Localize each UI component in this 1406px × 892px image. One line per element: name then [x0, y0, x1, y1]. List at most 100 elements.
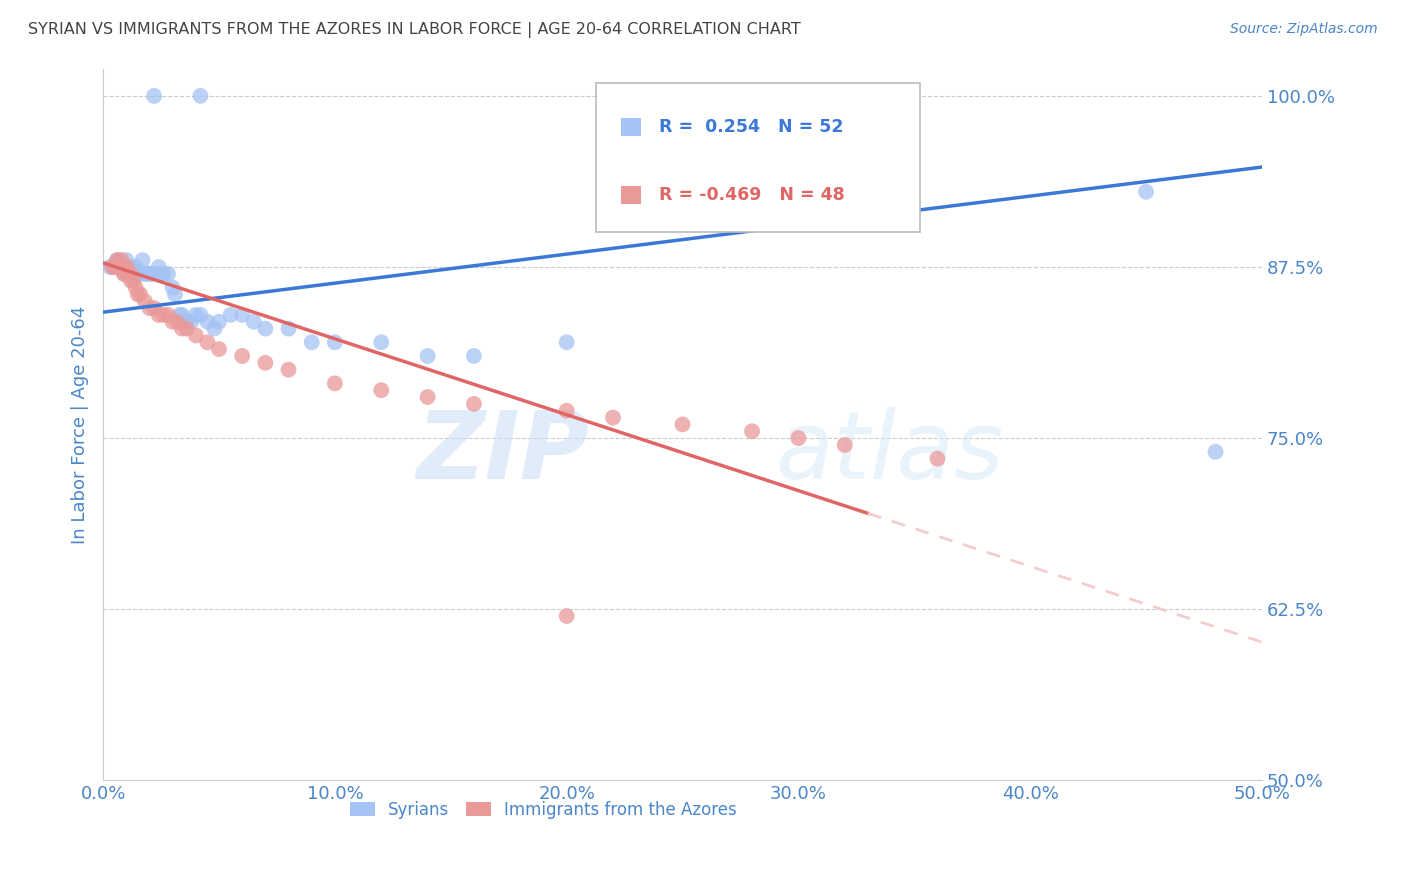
- Point: [1205, 444, 1227, 458]
- Point: [127, 267, 149, 281]
- Point: [134, 267, 156, 281]
- Point: [927, 451, 949, 466]
- Point: [323, 376, 346, 391]
- Point: [170, 308, 193, 322]
- Point: [152, 267, 174, 281]
- Point: [787, 431, 810, 445]
- Point: [115, 260, 138, 274]
- Point: [150, 267, 173, 281]
- Point: [834, 438, 856, 452]
- Point: [370, 383, 392, 397]
- Point: [111, 260, 134, 274]
- Point: [108, 253, 131, 268]
- Point: [143, 89, 166, 103]
- Point: [138, 301, 160, 315]
- Point: [157, 267, 180, 281]
- Point: [111, 253, 134, 268]
- Point: [555, 403, 578, 417]
- Point: [148, 308, 170, 322]
- Point: [254, 356, 277, 370]
- Point: [323, 335, 346, 350]
- Point: [117, 267, 139, 281]
- Point: [105, 253, 128, 268]
- Point: [115, 260, 138, 274]
- Point: [180, 315, 202, 329]
- Point: [122, 260, 145, 274]
- Point: [602, 410, 624, 425]
- Point: [104, 260, 127, 274]
- Point: [219, 308, 242, 322]
- Point: [124, 280, 146, 294]
- Point: [463, 397, 485, 411]
- Point: [112, 260, 135, 274]
- Point: [1135, 185, 1157, 199]
- Point: [112, 267, 135, 281]
- Point: [176, 315, 198, 329]
- Point: [416, 390, 439, 404]
- Point: [105, 253, 128, 268]
- Point: [184, 308, 207, 322]
- Point: [555, 609, 578, 624]
- Point: [138, 267, 160, 281]
- Point: [145, 267, 167, 281]
- Point: [112, 267, 135, 281]
- Text: Source: ZipAtlas.com: Source: ZipAtlas.com: [1230, 22, 1378, 37]
- Point: [231, 308, 253, 322]
- Point: [117, 260, 139, 274]
- Point: [143, 301, 166, 315]
- Point: [231, 349, 253, 363]
- Point: [120, 274, 142, 288]
- Text: atlas: atlas: [775, 408, 1004, 499]
- Point: [277, 321, 299, 335]
- Point: [169, 308, 191, 322]
- Point: [152, 308, 174, 322]
- Point: [834, 198, 856, 212]
- Point: [105, 260, 128, 274]
- Point: [277, 362, 299, 376]
- Text: SYRIAN VS IMMIGRANTS FROM THE AZORES IN LABOR FORCE | AGE 20-64 CORRELATION CHAR: SYRIAN VS IMMIGRANTS FROM THE AZORES IN …: [28, 22, 801, 38]
- Point: [141, 267, 163, 281]
- Point: [115, 260, 138, 274]
- Point: [370, 335, 392, 350]
- Point: [190, 308, 212, 322]
- Point: [184, 328, 207, 343]
- Point: [129, 287, 152, 301]
- Point: [131, 253, 153, 268]
- Point: [162, 280, 184, 294]
- Point: [190, 89, 212, 103]
- Point: [115, 253, 138, 268]
- Point: [124, 260, 146, 274]
- Point: [208, 342, 231, 356]
- Point: [197, 315, 219, 329]
- Point: [129, 267, 152, 281]
- Point: [101, 260, 124, 274]
- Point: [176, 321, 198, 335]
- Point: [127, 287, 149, 301]
- Text: R = -0.469   N = 48: R = -0.469 N = 48: [659, 186, 845, 204]
- FancyBboxPatch shape: [621, 186, 641, 203]
- Point: [108, 260, 131, 274]
- Point: [115, 267, 138, 281]
- Point: [157, 308, 180, 322]
- Legend: Syrians, Immigrants from the Azores: Syrians, Immigrants from the Azores: [343, 794, 744, 825]
- FancyBboxPatch shape: [596, 83, 920, 232]
- Point: [120, 267, 142, 281]
- Point: [416, 349, 439, 363]
- Text: R =  0.254   N = 52: R = 0.254 N = 52: [659, 119, 844, 136]
- Point: [98, 260, 121, 274]
- Point: [301, 335, 323, 350]
- Point: [166, 315, 188, 329]
- Point: [170, 321, 193, 335]
- Point: [134, 294, 156, 309]
- Point: [242, 315, 264, 329]
- FancyBboxPatch shape: [621, 119, 641, 136]
- Point: [162, 315, 184, 329]
- Point: [120, 267, 142, 281]
- Point: [111, 260, 134, 274]
- Point: [105, 260, 128, 274]
- Point: [112, 260, 135, 274]
- Point: [163, 287, 186, 301]
- Point: [463, 349, 485, 363]
- Point: [741, 424, 763, 438]
- Text: ZIP: ZIP: [418, 407, 589, 499]
